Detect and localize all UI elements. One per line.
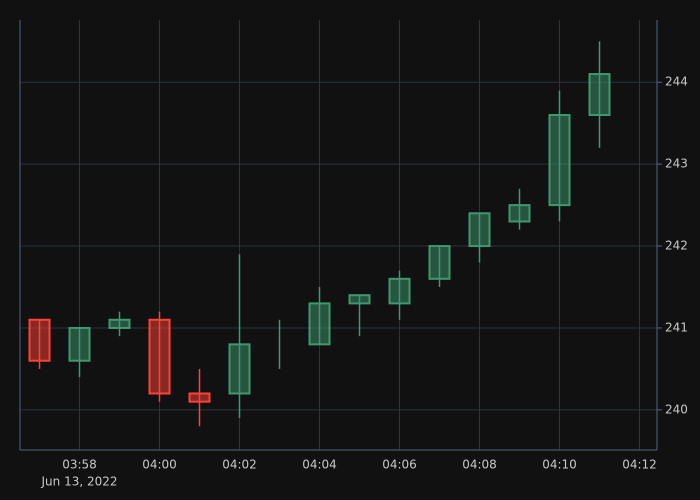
candle-body — [548, 114, 571, 207]
candles — [28, 41, 611, 427]
x-tick-label: 04:00 — [142, 458, 177, 472]
candle-body — [428, 245, 451, 280]
candle-body — [388, 277, 411, 305]
x-tick-label: 04:04 — [302, 458, 337, 472]
x-tick-label: 04:12 — [622, 458, 657, 472]
candle-body — [108, 318, 131, 329]
candle-body — [468, 212, 491, 248]
candle-body — [228, 343, 251, 395]
candle-body — [308, 302, 331, 346]
x-tick-label: 04:10 — [542, 458, 577, 472]
date-label: Jun 13, 2022 — [41, 475, 118, 489]
candle-body — [28, 318, 51, 362]
x-tick-label: 04:02 — [222, 458, 257, 472]
y-tick-label: 241 — [665, 320, 688, 334]
candle-body — [188, 392, 211, 403]
y-tick-label: 243 — [665, 157, 688, 171]
candle-body — [588, 73, 611, 117]
y-tick-label: 240 — [665, 402, 688, 416]
x-tick-label: 03:58 — [62, 458, 97, 472]
candle-body — [508, 204, 531, 223]
x-tick-label: 04:08 — [462, 458, 497, 472]
x-tick-label: 04:06 — [382, 458, 417, 472]
candle-body — [68, 326, 91, 362]
y-tick-label: 242 — [665, 239, 688, 253]
y-tick-label: 244 — [665, 75, 688, 89]
candle-body — [348, 294, 371, 305]
candle-body — [148, 318, 171, 395]
